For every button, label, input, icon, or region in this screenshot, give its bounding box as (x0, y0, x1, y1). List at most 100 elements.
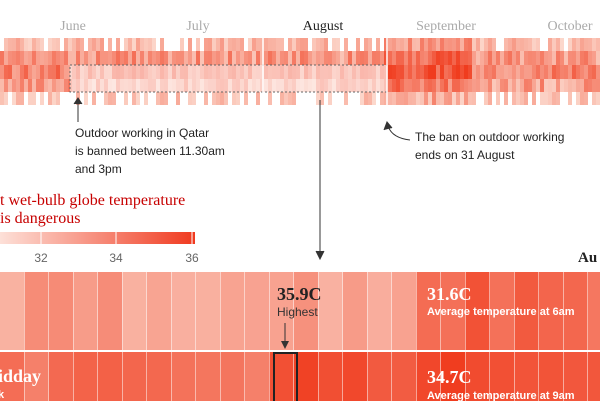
heat-cell (412, 65, 416, 79)
heat-cell (244, 92, 248, 105)
heat-cell (584, 65, 588, 79)
heat-cell (32, 38, 36, 51)
heat-cell (580, 51, 584, 65)
heat-cell (452, 92, 456, 105)
heat-cell (384, 38, 388, 51)
annotation-line: is banned between 11.30am (75, 144, 225, 158)
heat-cell (32, 92, 36, 105)
heat-cell (44, 79, 48, 92)
row-value: 31.6C (427, 284, 472, 304)
heat-cell (252, 51, 256, 65)
heat-cell (416, 92, 420, 105)
heat-cell (564, 65, 568, 79)
heat-cell (388, 38, 392, 51)
heat-cell (48, 38, 52, 51)
heat-cell (44, 65, 48, 79)
heat-cell (520, 92, 524, 105)
heat-cell (56, 65, 60, 79)
heat-cell (0, 272, 24, 350)
heat-cell (428, 38, 432, 51)
heat-cell (48, 79, 52, 92)
heat-cell (4, 92, 8, 105)
heat-cell (48, 92, 52, 105)
heat-cell (98, 352, 122, 401)
heat-cell (448, 79, 452, 92)
heat-cell (344, 51, 348, 65)
heat-cell (220, 38, 224, 51)
heat-cell (120, 51, 124, 65)
heat-cell (136, 92, 140, 105)
heat-cell (408, 79, 412, 92)
heat-cell (384, 92, 388, 105)
heat-cell (592, 92, 596, 105)
heat-cell (156, 51, 160, 65)
heat-cell (472, 92, 476, 105)
heat-cell (588, 272, 600, 350)
heat-cell (236, 51, 240, 65)
heat-cell (492, 51, 496, 65)
heat-cell (416, 65, 420, 79)
heat-cell (284, 51, 288, 65)
heat-cell (465, 352, 490, 401)
heat-cell (452, 51, 456, 65)
heat-cell (16, 38, 20, 51)
heat-cell (416, 272, 441, 350)
heat-cell (492, 38, 496, 51)
heat-cell (240, 51, 244, 65)
month: July (186, 19, 209, 34)
heat-cell (156, 92, 160, 105)
heat-cell (160, 51, 164, 65)
heat-cell (28, 38, 32, 51)
heat-cell (208, 51, 212, 65)
heat-cell (268, 38, 272, 51)
heat-cell (245, 272, 269, 350)
heat-cell (224, 92, 228, 105)
heat-cell (404, 51, 408, 65)
heat-cell (580, 79, 584, 92)
heat-cell (216, 92, 220, 105)
legend-tick-label: 34 (109, 251, 123, 265)
highest-box (273, 352, 298, 401)
heat-cell (448, 92, 452, 105)
heat-cell (256, 38, 260, 51)
heat-cell (36, 65, 40, 79)
heat-cell (572, 79, 576, 92)
heat-cell (171, 352, 196, 401)
heat-cell (356, 38, 360, 51)
heat-cell (152, 51, 156, 65)
heat-cell (224, 51, 228, 65)
heat-cell (84, 51, 88, 65)
heat-cell (464, 51, 468, 65)
heat-cell (536, 38, 540, 51)
heat-cell (508, 38, 512, 51)
annotation-line: Outdoor working in Qatar (75, 126, 209, 140)
heat-cell (388, 51, 392, 65)
heat-cell (480, 51, 484, 65)
heat-cell (588, 51, 592, 65)
heat-cell (49, 352, 73, 401)
heat-cell (8, 51, 12, 65)
heat-cell (16, 92, 20, 105)
legend-title: t wet-bulb globe temperature (0, 192, 185, 209)
heat-cell (424, 51, 428, 65)
heat-cell (256, 51, 260, 65)
heat-cell (388, 92, 392, 105)
legend-ticks (40, 232, 193, 244)
heat-cell (440, 92, 444, 105)
heat-cell (16, 79, 20, 92)
heat-cell (220, 272, 245, 350)
heat-cell (514, 352, 539, 401)
heat-cell (40, 38, 44, 51)
heat-cell (468, 92, 472, 105)
heat-cell (60, 79, 64, 92)
heat-cell (268, 92, 272, 105)
heat-cell (336, 51, 340, 65)
heat-cell (328, 92, 332, 105)
heat-cell (516, 92, 520, 105)
heat-cell (144, 51, 148, 65)
heat-cell (148, 38, 152, 51)
heat-cell (512, 38, 516, 51)
heat-cell (160, 38, 164, 51)
heat-cell (40, 79, 44, 92)
heat-cell (420, 38, 424, 51)
